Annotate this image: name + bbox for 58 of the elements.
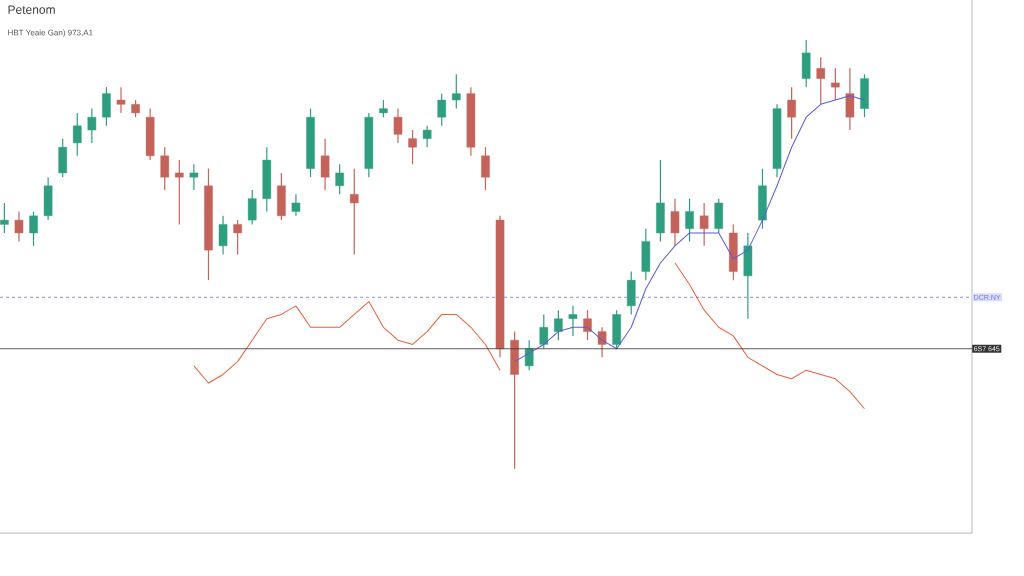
candlestick (685, 198, 694, 243)
candlestick (335, 163, 344, 195)
candlestick (495, 215, 505, 358)
candlestick (277, 172, 286, 221)
candlestick (43, 176, 53, 221)
candlestick (58, 138, 67, 178)
candlestick (408, 129, 417, 165)
candlestick (102, 86, 111, 127)
candlestick (72, 112, 82, 157)
chart-title: Petenom (8, 5, 55, 14)
candlestick (291, 193, 301, 217)
candlestick (175, 159, 184, 225)
candlestick (349, 168, 359, 256)
candlestick (466, 86, 476, 157)
candlestick (204, 168, 213, 281)
candlestick (772, 103, 782, 178)
candlestick (510, 330, 519, 470)
candlestick (831, 67, 840, 101)
candlestick (699, 202, 709, 247)
candlestick (670, 198, 680, 247)
candlestick (626, 270, 636, 316)
candlestick (758, 168, 767, 230)
candlestick (87, 108, 97, 144)
candlestick (845, 67, 855, 131)
candlestick (714, 198, 723, 234)
candlestick (816, 56, 826, 105)
candlestick (539, 313, 549, 350)
candlestick (262, 146, 272, 213)
candlestick (641, 228, 651, 281)
candlestick (524, 339, 534, 371)
candlestick (29, 210, 38, 247)
candlestick (743, 232, 753, 320)
candlestick (422, 125, 432, 148)
candlestick (452, 73, 461, 110)
candlestick (393, 108, 403, 144)
candlestick (189, 163, 199, 191)
candlestick (656, 159, 665, 243)
candlestick (306, 108, 315, 178)
chart-subtitle: HBT Yeaie Gan) 973,A1 (8, 29, 93, 37)
candlestick (364, 112, 374, 178)
candlestick (247, 189, 257, 225)
candlestick (787, 86, 796, 140)
candlestick (801, 39, 811, 88)
candlestick (14, 210, 24, 243)
candlestick (0, 202, 9, 234)
candlestick (320, 138, 330, 191)
candlestick (481, 146, 490, 191)
candlestick (116, 86, 126, 114)
candlestick (145, 108, 155, 161)
candlestick (218, 215, 228, 256)
candlestick (160, 146, 170, 191)
candlestick (860, 73, 869, 118)
candlestick (729, 223, 738, 281)
candlestick (568, 305, 578, 337)
candlestick (612, 309, 621, 350)
candlestick (437, 93, 447, 127)
candlestick (233, 219, 242, 256)
candlestick (554, 309, 563, 341)
